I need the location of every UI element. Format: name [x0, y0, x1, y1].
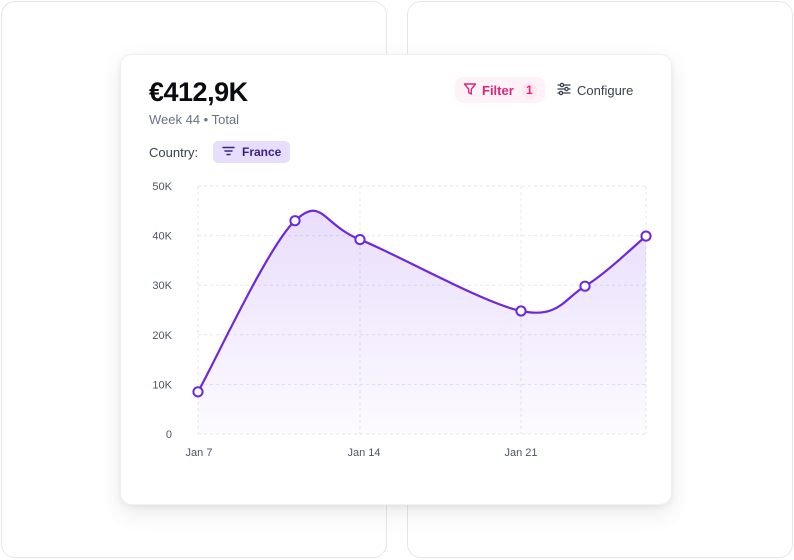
metric-subtitle: Week 44 • Total	[149, 112, 240, 127]
data-point	[640, 230, 652, 242]
y-tick-label: 0	[166, 429, 172, 441]
filter-button-label: Filter	[482, 82, 514, 98]
y-tick-label: 50K	[152, 181, 172, 193]
data-point	[515, 305, 527, 317]
country-filter-chip[interactable]: France	[213, 141, 291, 163]
y-tick-label: 20K	[152, 330, 172, 342]
sliders-icon	[557, 82, 571, 99]
filter-lines-icon	[222, 145, 235, 159]
data-point	[192, 386, 204, 398]
configure-button[interactable]: Configure	[553, 77, 637, 103]
revenue-area-chart: 0 10K 20K 30K 40K 50K Jan 7 Jan 14 Jan 21	[152, 181, 652, 459]
series-area-fill	[198, 210, 646, 434]
metric-card: €412,9K Week 44 • Total Filter 1 Configu…	[120, 54, 672, 505]
x-tick-label: Jan 21	[504, 447, 537, 459]
configure-button-label: Configure	[577, 82, 634, 98]
x-tick-label: Jan 7	[186, 447, 213, 459]
data-point	[579, 280, 591, 292]
y-tick-label: 10K	[152, 379, 172, 391]
filter-button[interactable]: Filter 1	[455, 77, 545, 103]
x-tick-label: Jan 14	[347, 447, 380, 459]
filter-funnel-icon	[463, 82, 477, 99]
country-filter-label: Country:	[149, 145, 199, 160]
y-tick-label: 40K	[152, 231, 172, 243]
filter-count-badge: 1	[521, 81, 537, 99]
country-filter-value: France	[242, 145, 282, 159]
data-point	[289, 215, 301, 227]
metric-value: €412,9K	[149, 77, 248, 107]
data-point	[354, 233, 366, 246]
y-tick-label: 30K	[152, 280, 172, 292]
